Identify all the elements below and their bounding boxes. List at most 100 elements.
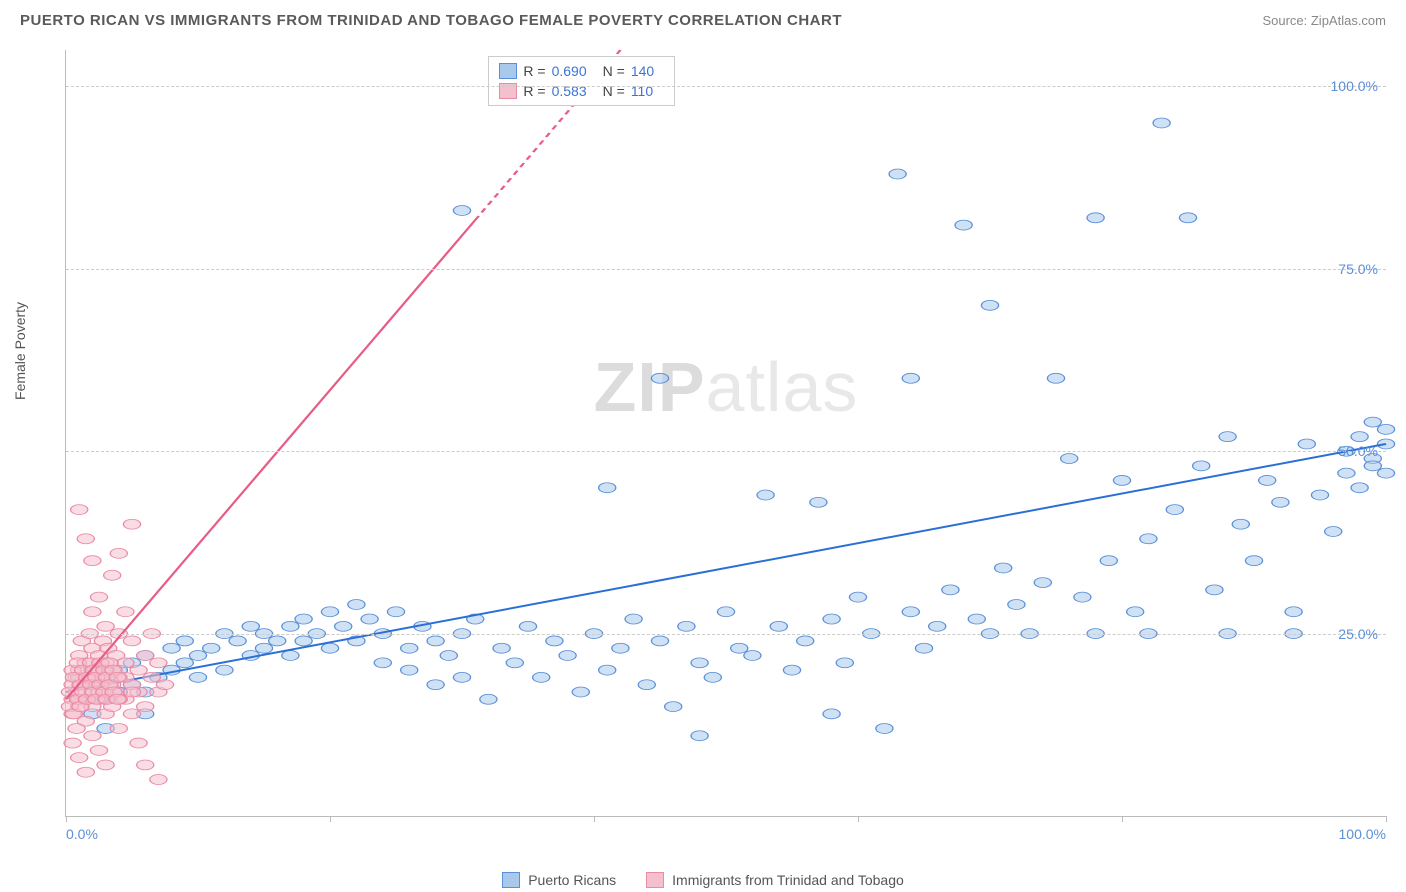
- scatter-point: [1285, 607, 1302, 617]
- scatter-point: [942, 585, 959, 595]
- r-label: R =: [523, 63, 545, 79]
- scatter-point: [1087, 213, 1104, 223]
- scatter-point: [678, 621, 695, 631]
- scatter-point: [1061, 454, 1078, 464]
- scatter-point: [572, 687, 589, 697]
- scatter-point: [117, 607, 134, 617]
- scatter-point: [559, 651, 576, 661]
- stats-legend-row: R = 0.583 N = 110: [499, 81, 664, 101]
- scatter-point: [638, 680, 655, 690]
- scatter-point: [176, 636, 193, 646]
- scatter-point: [348, 599, 365, 609]
- scatter-point: [130, 665, 147, 675]
- y-tick-label: 25.0%: [1338, 626, 1378, 642]
- scatter-point: [77, 534, 94, 544]
- scatter-point: [1364, 461, 1381, 471]
- scatter-point: [361, 614, 378, 624]
- chart-container: Female Poverty ZIPatlas R = 0.690 N = 14…: [50, 50, 1386, 832]
- source-prefix: Source:: [1262, 13, 1310, 28]
- gridline: [66, 451, 1386, 452]
- scatter-point: [823, 614, 840, 624]
- scatter-point: [1245, 556, 1262, 566]
- scatter-point: [123, 687, 140, 697]
- x-tick: [858, 816, 859, 822]
- scatter-point: [440, 651, 457, 661]
- scatter-point: [1153, 118, 1170, 128]
- scatter-point: [1206, 585, 1223, 595]
- scatter-point: [156, 680, 173, 690]
- legend-swatch: [502, 872, 520, 888]
- scatter-point: [691, 731, 708, 741]
- r-value: 0.690: [552, 63, 587, 79]
- x-start-label: 0.0%: [66, 826, 98, 842]
- scatter-point: [889, 169, 906, 179]
- scatter-point: [1364, 417, 1381, 427]
- scatter-point: [176, 658, 193, 668]
- scatter-point: [1259, 475, 1276, 485]
- scatter-point: [110, 548, 127, 558]
- scatter-point: [216, 665, 233, 675]
- scatter-point: [64, 738, 81, 748]
- legend-item: Puerto Ricans: [502, 872, 616, 888]
- scatter-point: [137, 760, 154, 770]
- scatter-point: [401, 665, 418, 675]
- scatter-point: [150, 775, 167, 785]
- scatter-point: [876, 723, 893, 733]
- scatter-point: [453, 206, 470, 216]
- scatter-point: [143, 672, 160, 682]
- scatter-point: [493, 643, 510, 653]
- source-link[interactable]: ZipAtlas.com: [1311, 13, 1386, 28]
- legend-label: Puerto Ricans: [528, 872, 616, 888]
- legend-label: Immigrants from Trinidad and Tobago: [672, 872, 904, 888]
- scatter-point: [849, 592, 866, 602]
- scatter-point: [387, 607, 404, 617]
- scatter-point: [1311, 490, 1328, 500]
- scatter-point: [137, 651, 154, 661]
- scatter-point: [295, 614, 312, 624]
- scatter-point: [321, 607, 338, 617]
- scatter-point: [401, 643, 418, 653]
- scatter-point: [229, 636, 246, 646]
- scatter-point: [163, 643, 180, 653]
- gridline: [66, 269, 1386, 270]
- scatter-point: [1193, 461, 1210, 471]
- scatter-point: [480, 694, 497, 704]
- scatter-point: [533, 672, 550, 682]
- scatter-point: [1298, 439, 1315, 449]
- gridline: [66, 86, 1386, 87]
- scatter-point: [797, 636, 814, 646]
- scatter-point: [130, 738, 147, 748]
- scatter-point: [282, 621, 299, 631]
- scatter-point: [836, 658, 853, 668]
- scatter-point: [968, 614, 985, 624]
- scatter-point: [123, 709, 140, 719]
- scatter-point: [1166, 505, 1183, 515]
- x-tick: [66, 816, 67, 822]
- scatter-point: [612, 643, 629, 653]
- trend-line: [66, 444, 1386, 692]
- scatter-point: [1219, 432, 1236, 442]
- scatter-point: [137, 702, 154, 712]
- scatter-point: [150, 658, 167, 668]
- scatter-point: [546, 636, 563, 646]
- scatter-point: [68, 723, 85, 733]
- scatter-point: [902, 373, 919, 383]
- x-tick: [330, 816, 331, 822]
- scatter-point: [335, 621, 352, 631]
- legend-swatch: [646, 872, 664, 888]
- scatter-point: [981, 300, 998, 310]
- n-label: N =: [603, 63, 625, 79]
- scatter-point: [84, 556, 101, 566]
- scatter-point: [599, 665, 616, 675]
- stats-legend: R = 0.690 N = 140 R = 0.583 N = 110: [488, 56, 675, 106]
- scatter-point: [123, 636, 140, 646]
- scatter-point: [123, 519, 140, 529]
- scatter-point: [453, 672, 470, 682]
- scatter-point: [374, 658, 391, 668]
- series-legend: Puerto Ricans Immigrants from Trinidad an…: [0, 872, 1406, 888]
- scatter-point: [1179, 213, 1196, 223]
- scatter-point: [506, 658, 523, 668]
- scatter-point: [189, 672, 206, 682]
- scatter-point: [109, 694, 126, 704]
- plot-area: ZIPatlas R = 0.690 N = 140 R = 0.583 N =…: [65, 50, 1386, 817]
